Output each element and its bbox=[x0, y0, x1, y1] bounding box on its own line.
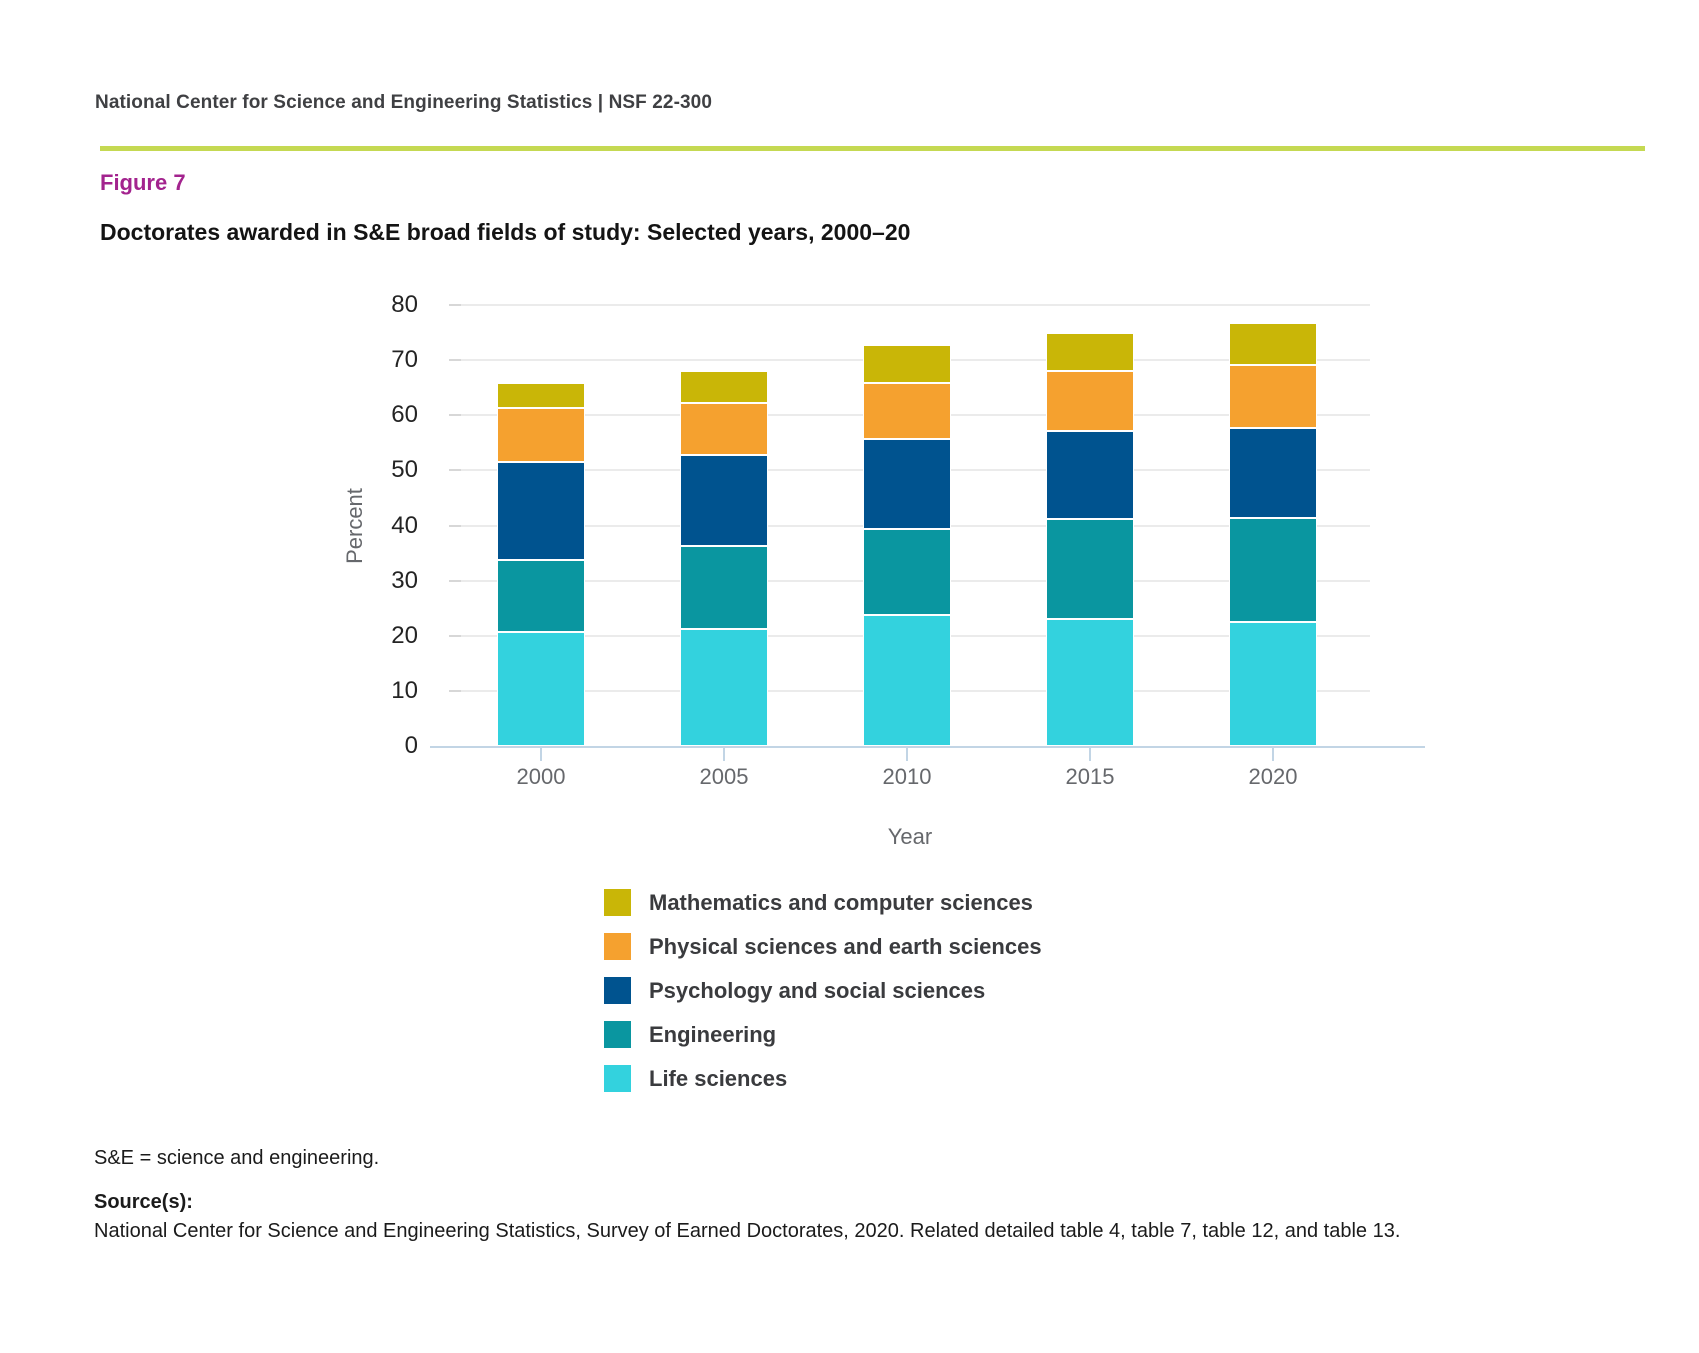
bar-2015-segment-psychology-and-social-sciences bbox=[1046, 430, 1134, 520]
bar-2010-segment-engineering bbox=[863, 528, 951, 616]
x-tick-2005 bbox=[723, 748, 725, 761]
bar-2020-segment-mathematics-and-computer-sciences bbox=[1229, 323, 1317, 366]
y-tick-label-80: 80 bbox=[391, 291, 418, 318]
legend-item-mathematics-and-computer-sciences: Mathematics and computer sciences bbox=[604, 889, 1042, 916]
x-tick-label-2000: 2000 bbox=[516, 764, 566, 789]
legend-swatch-life-sciences bbox=[604, 1065, 631, 1092]
bar-2010-segment-physical-sciences-and-earth-sciences bbox=[863, 382, 951, 439]
legend-label-mathematics-and-computer-sciences: Mathematics and computer sciences bbox=[649, 889, 1033, 915]
x-tick-label-2010: 2010 bbox=[882, 764, 932, 789]
y-tick-label-50: 50 bbox=[391, 456, 418, 484]
legend-item-psychology-and-social-sciences: Psychology and social sciences bbox=[604, 977, 1042, 1004]
legend-label-life-sciences: Life sciences bbox=[649, 1065, 788, 1091]
y-tick-label-40: 40 bbox=[391, 511, 418, 539]
bar-2020-segment-life-sciences bbox=[1229, 621, 1317, 746]
bar-2020-segment-psychology-and-social-sciences bbox=[1229, 428, 1317, 518]
bar-2015-segment-life-sciences bbox=[1046, 618, 1134, 746]
x-axis-baseline bbox=[430, 746, 1425, 748]
legend-swatch-mathematics-and-computer-sciences bbox=[604, 889, 631, 916]
bar-2020-segment-engineering bbox=[1229, 517, 1317, 622]
header-rule-divider bbox=[100, 146, 1645, 151]
bar-2020-segment-physical-sciences-and-earth-sciences bbox=[1229, 365, 1317, 429]
x-tick-2010 bbox=[906, 748, 908, 761]
bar-2010-segment-life-sciences bbox=[863, 615, 951, 746]
x-tick-label-2005: 2005 bbox=[699, 764, 749, 789]
y-gridline-80 bbox=[449, 304, 1370, 306]
legend-item-physical-sciences-and-earth-sciences: Physical sciences and earth sciences bbox=[604, 933, 1042, 960]
legend-swatch-engineering bbox=[604, 1021, 631, 1048]
bar-2015-segment-engineering bbox=[1046, 519, 1134, 619]
figure-label: Figure 7 bbox=[100, 170, 186, 195]
chart-legend: Mathematics and computer sciences Physica… bbox=[604, 889, 1042, 1109]
x-axis-title: Year bbox=[887, 824, 933, 849]
x-tick-label-2020: 2020 bbox=[1248, 764, 1298, 789]
x-tick-label-2015: 2015 bbox=[1065, 764, 1115, 789]
y-tick-label-0: 0 bbox=[404, 732, 418, 759]
source-label: Source(s): bbox=[94, 1191, 193, 1213]
y-tick-label-60: 60 bbox=[391, 401, 418, 429]
bar-2005-segment-engineering bbox=[680, 545, 768, 630]
legend-label-engineering: Engineering bbox=[649, 1021, 777, 1047]
bar-2000-segment-life-sciences bbox=[497, 632, 585, 746]
bar-2010-segment-mathematics-and-computer-sciences bbox=[863, 345, 951, 383]
bar-2005-segment-mathematics-and-computer-sciences bbox=[680, 370, 768, 403]
legend-label-physical-sciences-and-earth-sciences: Physical sciences and earth sciences bbox=[649, 933, 1042, 959]
bar-2015-segment-mathematics-and-computer-sciences bbox=[1046, 333, 1134, 372]
bar-2000-segment-engineering bbox=[497, 559, 585, 633]
report-header: National Center for Science and Engineer… bbox=[95, 92, 713, 113]
bar-2005-segment-physical-sciences-and-earth-sciences bbox=[680, 402, 768, 456]
legend-item-life-sciences: Life sciences bbox=[604, 1065, 1042, 1092]
legend-swatch-psychology-and-social-sciences bbox=[604, 977, 631, 1004]
bar-2000-segment-mathematics-and-computer-sciences bbox=[497, 382, 585, 408]
legend-item-engineering: Engineering bbox=[604, 1021, 1042, 1048]
bar-2000-segment-physical-sciences-and-earth-sciences bbox=[497, 407, 585, 462]
x-tick-2000 bbox=[540, 748, 542, 761]
figure-title: Doctorates awarded in S&E broad fields o… bbox=[100, 219, 911, 245]
y-tick-label-70: 70 bbox=[391, 346, 418, 374]
y-tick-label-20: 20 bbox=[391, 621, 418, 649]
y-tick-label-10: 10 bbox=[391, 676, 418, 704]
x-tick-2015 bbox=[1089, 748, 1091, 761]
abbreviation-note: S&E = science and engineering. bbox=[94, 1147, 380, 1169]
bar-2010-segment-psychology-and-social-sciences bbox=[863, 438, 951, 529]
y-tick-label-30: 30 bbox=[391, 566, 418, 594]
legend-label-psychology-and-social-sciences: Psychology and social sciences bbox=[649, 977, 986, 1003]
bar-2005-segment-psychology-and-social-sciences bbox=[680, 455, 768, 546]
bar-2005-segment-life-sciences bbox=[680, 629, 768, 746]
x-tick-2020 bbox=[1272, 748, 1274, 761]
bar-2000-segment-psychology-and-social-sciences bbox=[497, 461, 585, 560]
source-text: National Center for Science and Engineer… bbox=[94, 1220, 1401, 1242]
bar-2015-segment-physical-sciences-and-earth-sciences bbox=[1046, 371, 1134, 431]
legend-swatch-physical-sciences-and-earth-sciences bbox=[604, 933, 631, 960]
